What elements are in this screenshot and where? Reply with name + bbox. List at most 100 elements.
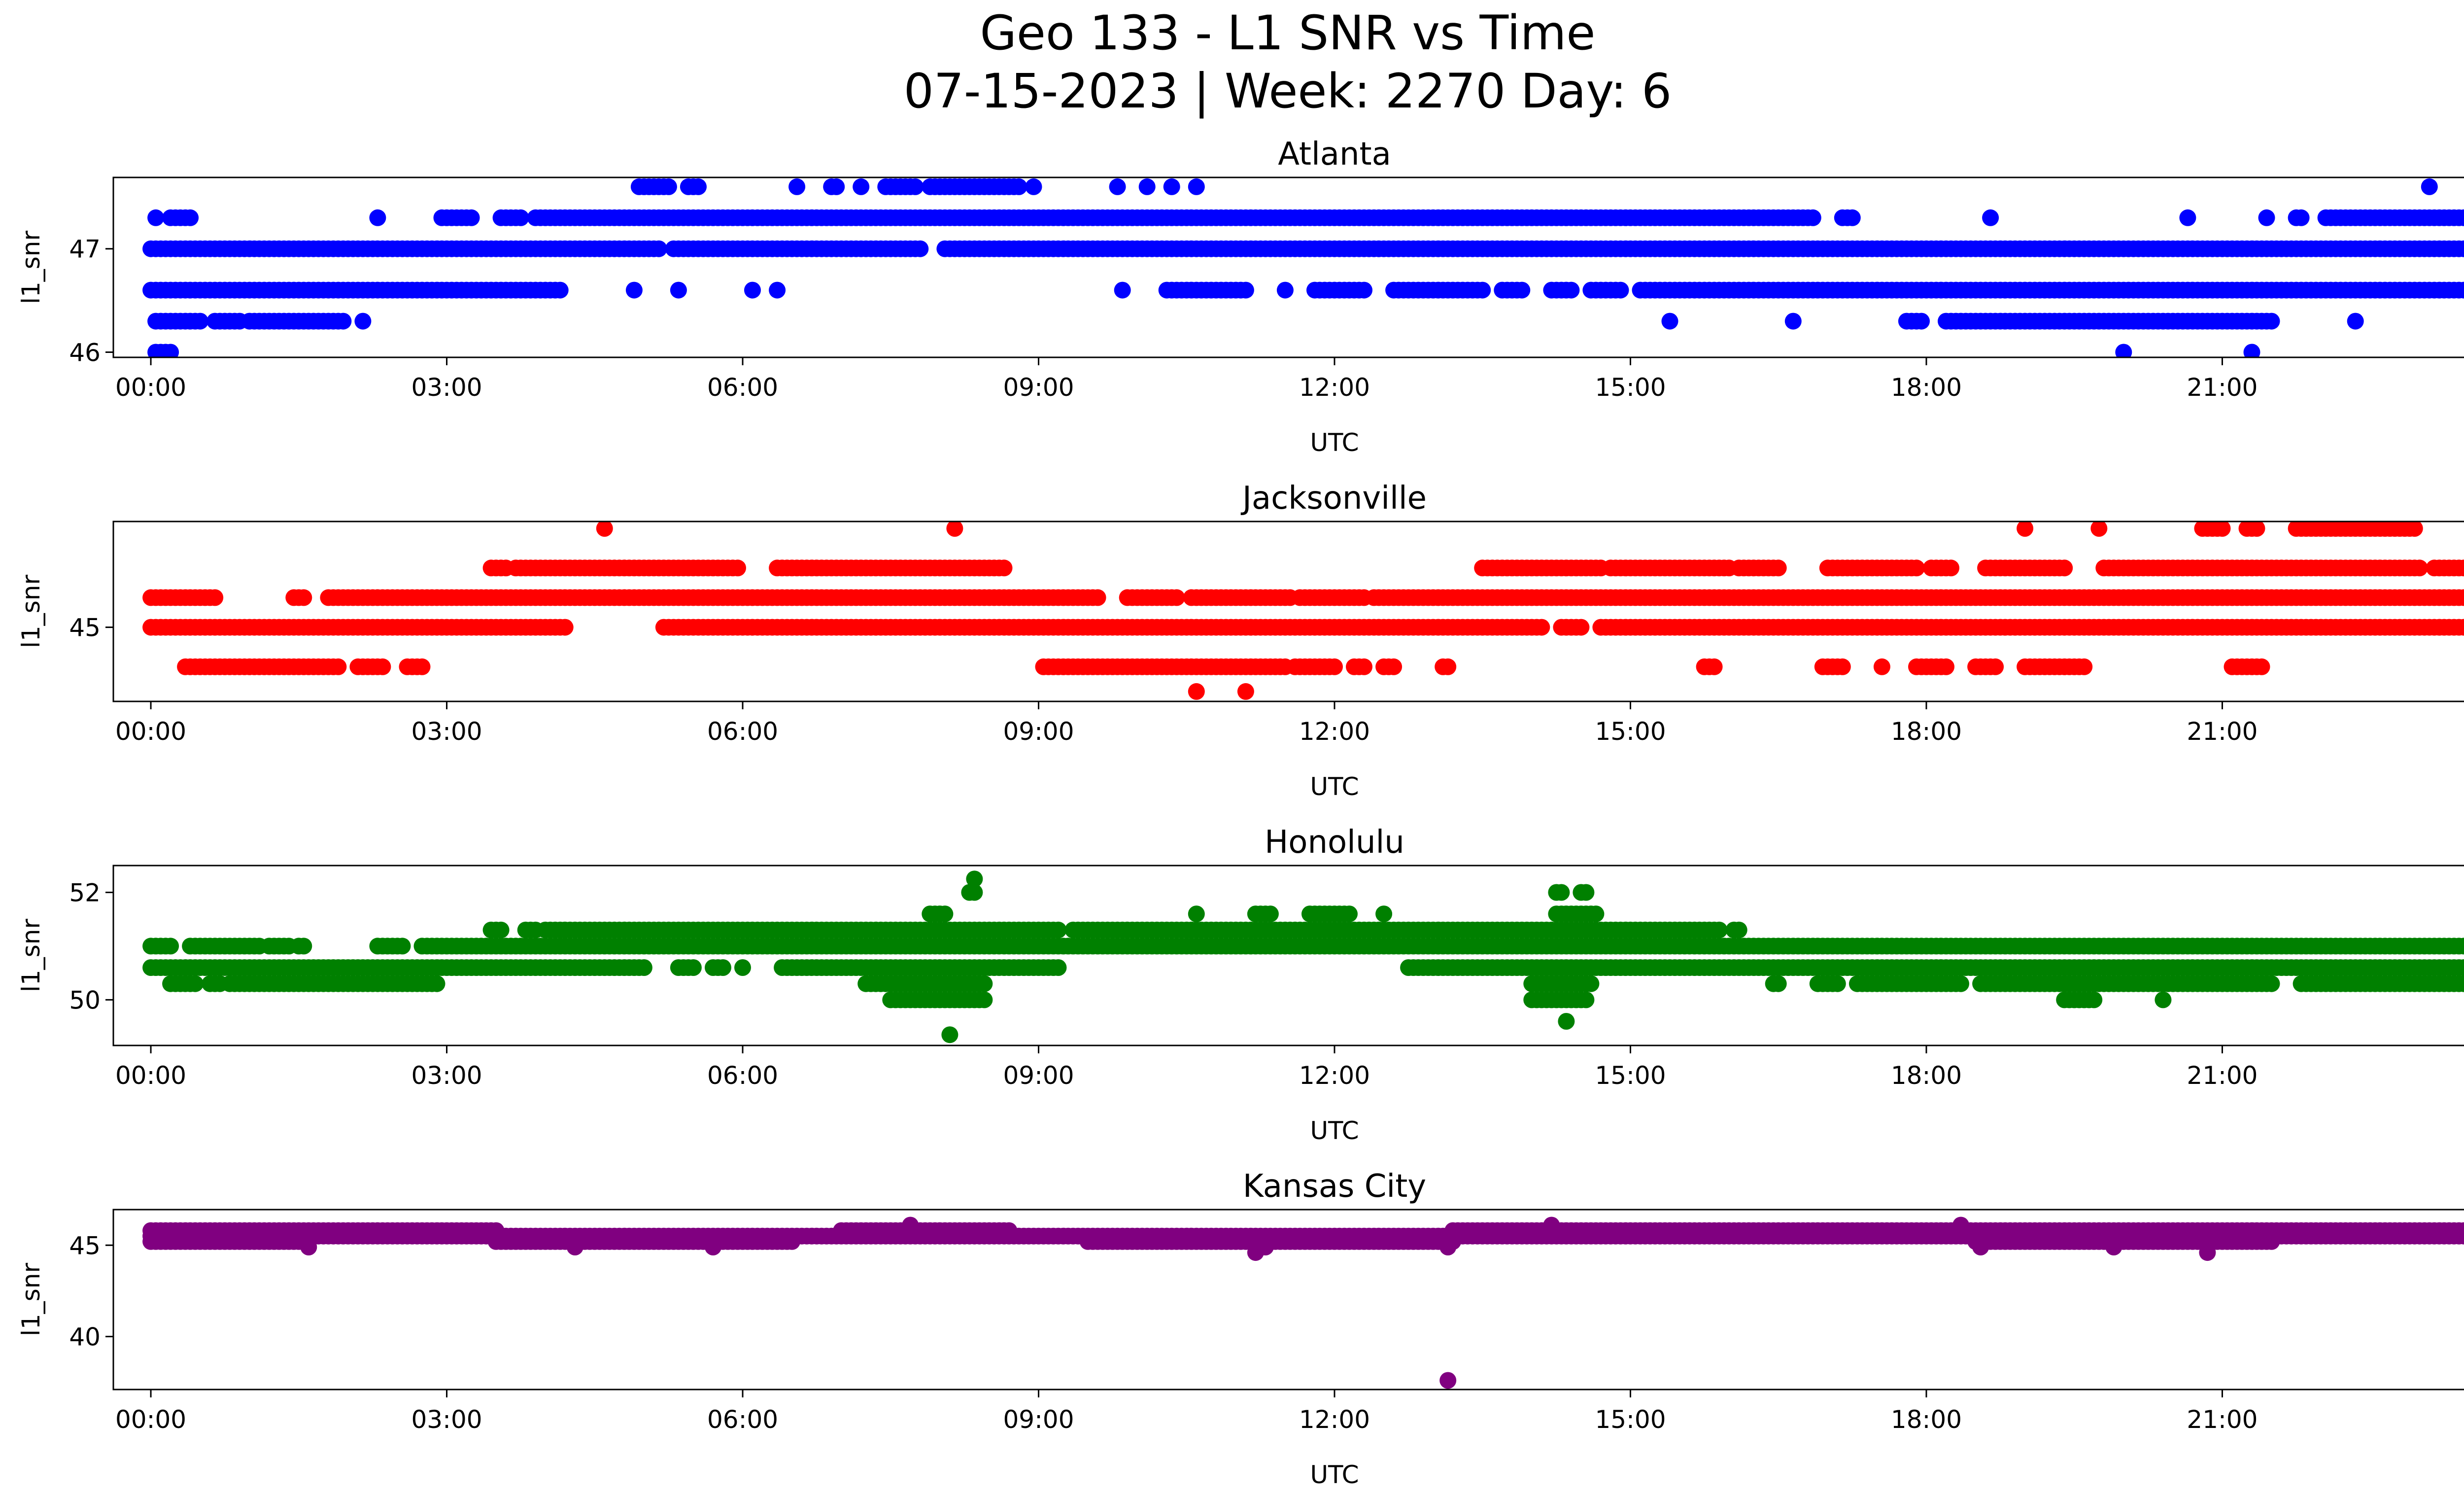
x-tick-label: 06:00	[707, 1405, 778, 1434]
y-tick-label: 52	[69, 878, 101, 907]
data-points	[142, 178, 2464, 357]
x-tick-label: 12:00	[1299, 717, 1370, 746]
data-point	[2460, 620, 2464, 634]
x-tick-label: 18:00	[1891, 373, 1962, 402]
x-tick-label: 03:00	[411, 373, 482, 402]
data-point	[182, 209, 199, 226]
data-point	[187, 975, 204, 992]
data-point	[394, 938, 411, 955]
x-tick-label: 03:00	[411, 1405, 482, 1434]
data-point	[1188, 905, 1205, 923]
data-point	[463, 209, 480, 226]
data-point	[2115, 344, 2132, 357]
data-point	[1730, 921, 1747, 939]
data-point	[2155, 991, 2172, 1008]
data-point	[2090, 522, 2108, 537]
x-tick-label: 03:00	[411, 1061, 482, 1090]
data-point	[1706, 658, 1723, 675]
x-tick-label: 09:00	[1003, 1405, 1074, 1434]
data-point	[369, 209, 386, 226]
data-point	[788, 178, 806, 195]
x-tick-label: 15:00	[1595, 373, 1666, 402]
data-point	[1533, 619, 1550, 636]
data-point	[2411, 559, 2428, 577]
panel-title: Honolulu	[1265, 824, 1404, 861]
data-point	[1553, 884, 1570, 901]
x-tick-label: 03:00	[411, 717, 482, 746]
data-point	[1138, 178, 1156, 195]
data-point	[556, 619, 574, 636]
data-point	[2460, 591, 2464, 605]
data-point	[1784, 313, 1802, 330]
x-tick-label: 18:00	[1891, 1061, 1962, 1090]
data-point	[492, 921, 510, 939]
data-point	[1089, 589, 1106, 606]
data-point	[1474, 281, 1491, 299]
data-point	[1577, 991, 1595, 1008]
data-point	[2460, 1229, 2464, 1243]
data-point	[1952, 975, 1969, 992]
data-point	[2263, 313, 2280, 330]
data-point	[1908, 559, 1925, 577]
data-point	[2347, 313, 2364, 330]
data-point	[2460, 961, 2464, 974]
data-point	[650, 240, 667, 257]
data-point	[2258, 209, 2275, 226]
x-axis-label: UTC	[1310, 772, 1359, 801]
data-point	[744, 281, 761, 299]
x-tick-label: 21:00	[2187, 1405, 2258, 1434]
data-point	[2293, 209, 2310, 226]
data-point	[976, 975, 993, 992]
data-point	[2421, 178, 2438, 195]
data-point	[635, 959, 652, 976]
data-point	[936, 905, 954, 923]
x-tick-label: 21:00	[2187, 373, 2258, 402]
data-point	[1262, 905, 1279, 923]
data-point	[1563, 281, 1580, 299]
data-point	[1661, 313, 1678, 330]
data-point	[769, 281, 786, 299]
x-tick-label: 00:00	[115, 373, 186, 402]
data-point	[1573, 619, 1590, 636]
data-points	[142, 870, 2464, 1043]
axes-frame	[112, 521, 2464, 702]
data-point	[1982, 209, 1999, 226]
data-point	[2455, 975, 2464, 992]
x-tick-label: 00:00	[115, 717, 186, 746]
data-point	[966, 870, 983, 888]
axes-frame	[112, 865, 2464, 1046]
data-point	[2248, 522, 2265, 537]
data-point	[1770, 975, 1787, 992]
data-point	[1237, 281, 1254, 299]
data-point	[2406, 522, 2423, 537]
x-tick-label: 12:00	[1299, 1061, 1370, 1090]
data-point	[2214, 522, 2231, 537]
x-tick-label: 06:00	[707, 717, 778, 746]
data-point	[1513, 281, 1531, 299]
data-point	[162, 938, 179, 955]
x-tick-label: 21:00	[2187, 1061, 2258, 1090]
data-point	[941, 1026, 958, 1043]
data-point	[1804, 209, 1821, 226]
data-point	[192, 313, 209, 330]
figure-title-line1: Geo 133 - L1 SNR vs Time	[980, 5, 1596, 61]
data-point	[1188, 178, 1205, 195]
x-tick-label: 12:00	[1299, 373, 1370, 402]
x-tick-label: 15:00	[1595, 1061, 1666, 1090]
data-point	[1987, 658, 2004, 675]
x-tick-label: 09:00	[1003, 373, 1074, 402]
data-point	[1577, 884, 1595, 901]
data-point	[853, 178, 870, 195]
data-point	[1050, 921, 1067, 939]
data-point	[2243, 344, 2260, 357]
y-tick-label: 46	[69, 339, 101, 367]
panel-title: Kansas City	[1243, 1168, 1426, 1205]
data-point	[1587, 905, 1605, 923]
x-tick-label: 06:00	[707, 1061, 778, 1090]
data-point	[690, 178, 707, 195]
data-point	[1938, 658, 1954, 675]
data-point	[1385, 658, 1403, 675]
